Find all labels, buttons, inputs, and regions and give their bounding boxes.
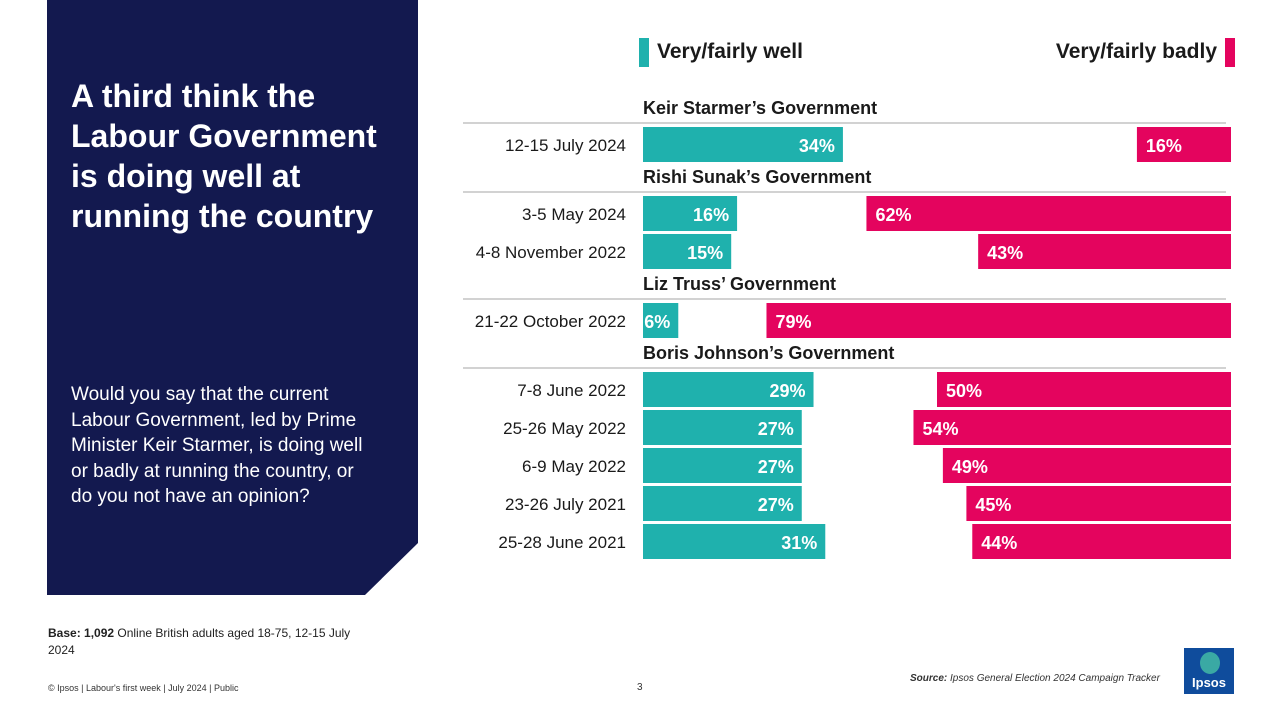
title-panel: A third think the Labour Government is d… bbox=[47, 0, 418, 595]
row-label: 4-8 November 2022 bbox=[476, 243, 626, 262]
page-number: 3 bbox=[637, 682, 643, 693]
bar-well-value: 16% bbox=[693, 205, 729, 225]
row-label: 3-5 May 2024 bbox=[522, 205, 626, 224]
legend-well-label: Very/fairly well bbox=[657, 40, 803, 63]
bar-well-value: 34% bbox=[799, 136, 835, 156]
legend-badly-swatch bbox=[1225, 38, 1235, 67]
source-text: Ipsos General Election 2024 Campaign Tra… bbox=[947, 673, 1160, 684]
ipsos-logo: Ipsos bbox=[1184, 648, 1234, 694]
bar-badly-value: 79% bbox=[775, 312, 811, 332]
bar-well-value: 27% bbox=[758, 495, 794, 515]
group-title: Rishi Sunak’s Government bbox=[643, 167, 871, 187]
bar-badly bbox=[766, 303, 1231, 338]
bar-well-value: 15% bbox=[687, 243, 723, 263]
bar-badly bbox=[913, 410, 1231, 445]
bar-badly-value: 44% bbox=[981, 533, 1017, 553]
row-label: 25-26 May 2022 bbox=[503, 419, 626, 438]
group-title: Liz Truss’ Government bbox=[643, 274, 836, 294]
bar-well bbox=[643, 196, 738, 231]
bar-badly-value: 45% bbox=[975, 495, 1011, 515]
bar-badly bbox=[937, 372, 1231, 407]
bar-badly bbox=[1136, 127, 1231, 162]
legend-badly-label: Very/fairly badly bbox=[1056, 40, 1217, 63]
bar-well bbox=[643, 486, 802, 521]
bar-well-value: 29% bbox=[769, 381, 805, 401]
bar-badly-value: 62% bbox=[875, 205, 911, 225]
bar-badly bbox=[972, 524, 1231, 559]
row-label: 21-22 October 2022 bbox=[475, 312, 626, 331]
bar-well-value: 27% bbox=[758, 457, 794, 477]
row-label: 12-15 July 2024 bbox=[505, 136, 626, 155]
base-text: Online British adults aged 18-75, 12-15 … bbox=[48, 626, 351, 657]
bar-well-value: 27% bbox=[758, 419, 794, 439]
bar-well bbox=[643, 303, 679, 338]
logo-text: Ipsos bbox=[1192, 675, 1226, 690]
legend-well-swatch bbox=[639, 38, 649, 67]
bar-well bbox=[643, 524, 826, 559]
source-label: Source: bbox=[910, 673, 948, 684]
bar-well bbox=[643, 127, 843, 162]
bar-badly-value: 49% bbox=[952, 457, 988, 477]
bar-badly bbox=[966, 486, 1231, 521]
logo-mark-icon bbox=[1200, 652, 1220, 674]
page-title: A third think the Labour Government is d… bbox=[71, 78, 377, 234]
source-note: Source: Ipsos General Election 2024 Camp… bbox=[910, 673, 1160, 684]
survey-question: Would you say that the current Labour Go… bbox=[71, 384, 363, 507]
row-label: 6-9 May 2022 bbox=[522, 457, 626, 476]
bar-well bbox=[643, 448, 802, 483]
bar-badly-value: 16% bbox=[1146, 136, 1182, 156]
bar-badly bbox=[866, 196, 1231, 231]
bar-well bbox=[643, 234, 732, 269]
bar-badly bbox=[942, 448, 1231, 483]
base-note: Base: 1,092 Online British adults aged 1… bbox=[48, 625, 378, 659]
bar-badly bbox=[978, 234, 1231, 269]
bar-well-value: 6% bbox=[644, 312, 670, 332]
bar-badly-value: 43% bbox=[987, 243, 1023, 263]
row-label: 7-8 June 2022 bbox=[517, 381, 626, 400]
base-label: Base: 1,092 bbox=[48, 626, 115, 640]
bar-well-value: 31% bbox=[781, 533, 817, 553]
bar-badly-value: 50% bbox=[946, 381, 982, 401]
bar-well bbox=[643, 410, 802, 445]
row-label: 23-26 July 2021 bbox=[505, 495, 626, 514]
group-title: Keir Starmer’s Government bbox=[643, 98, 877, 118]
footer-copyright: © Ipsos | Labour's first week | July 202… bbox=[48, 683, 239, 693]
group-title: Boris Johnson’s Government bbox=[643, 343, 894, 363]
row-label: 25-28 June 2021 bbox=[498, 533, 626, 552]
bar-well bbox=[643, 372, 814, 407]
bar-badly-value: 54% bbox=[922, 419, 958, 439]
